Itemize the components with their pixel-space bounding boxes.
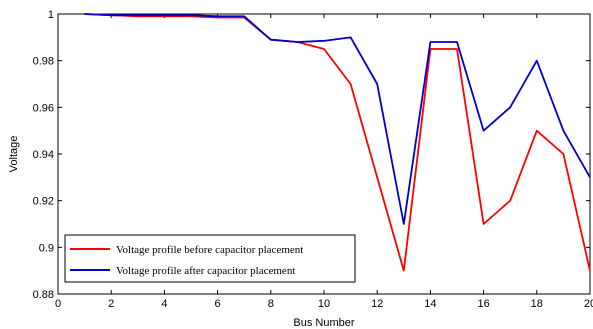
y-tick-label: 1 [48,9,54,21]
series-line-after [84,13,591,225]
series-line-before [84,13,591,272]
y-axis-label: Voltage [8,136,20,173]
legend-label-before: Voltage profile before capacitor placeme… [116,244,303,256]
y-tick-label: 0.88 [33,289,54,301]
x-tick-label: 18 [531,298,543,310]
x-tick-label: 16 [477,298,489,310]
y-axis: 0.88 0.9 0.92 0.94 0.96 0.98 1 [33,9,590,301]
series-group [84,13,591,272]
x-tick-label: 20 [584,298,593,310]
x-axis: 0 2 4 6 8 10 12 14 16 18 20 [55,14,593,310]
x-tick-label: 4 [161,298,167,310]
x-tick-label: 12 [371,298,383,310]
y-tick-label: 0.96 [33,102,54,114]
x-tick-label: 0 [55,298,61,310]
x-tick-label: 2 [108,298,114,310]
y-tick-label: 0.9 [39,242,54,254]
x-tick-label: 14 [424,298,436,310]
y-tick-label: 0.98 [33,56,54,68]
x-axis-label: Bus Number [293,317,354,329]
legend-label-after: Voltage profile after capacitor placemen… [116,265,295,277]
y-tick-label: 0.94 [33,149,54,161]
legend: Voltage profile before capacitor placeme… [64,234,356,283]
y-tick-label: 0.92 [33,196,54,208]
x-tick-label: 8 [268,298,274,310]
x-tick-label: 6 [215,298,221,310]
x-tick-label: 10 [318,298,330,310]
legend-box [64,234,356,283]
